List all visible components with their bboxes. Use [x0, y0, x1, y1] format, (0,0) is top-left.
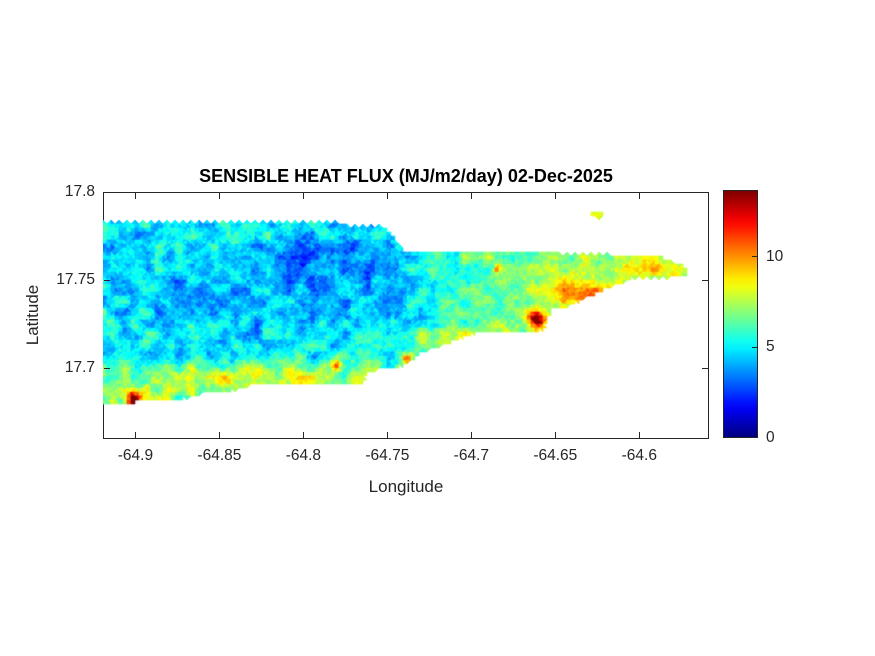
y-tick-label: 17.75	[56, 271, 95, 289]
x-tick-label: -64.7	[453, 447, 489, 464]
colorbar-tick-label: 10	[766, 247, 784, 265]
colorbar-tick	[752, 256, 757, 258]
y-tick-left	[104, 279, 110, 281]
x-tick-bottom	[302, 432, 304, 438]
x-tick-top	[218, 193, 220, 199]
x-tick-bottom	[638, 432, 640, 438]
x-tick-bottom	[134, 432, 136, 438]
x-tick-top	[638, 193, 640, 199]
y-tick-left	[104, 367, 110, 369]
colorbar	[723, 190, 758, 438]
y-tick-label: 17.8	[64, 183, 95, 200]
y-tick-label: 17.7	[64, 359, 95, 377]
x-tick-label: -64.65	[533, 447, 578, 464]
x-tick-bottom	[218, 432, 220, 438]
x-tick-label: -64.9	[117, 447, 154, 464]
x-tick-top	[302, 193, 304, 199]
x-tick-label: -64.6	[621, 447, 657, 464]
x-tick-top	[470, 193, 472, 199]
x-tick-label: -64.85	[197, 447, 242, 464]
heatmap-canvas	[103, 192, 709, 439]
y-axis-label: Latitude	[23, 284, 42, 346]
y-tick-right	[702, 279, 708, 281]
y-tick-left	[104, 191, 110, 193]
y-tick-right	[702, 367, 708, 369]
colorbar-tick-label: 0	[766, 429, 775, 446]
x-tick-top	[386, 193, 388, 199]
x-tick-bottom	[386, 432, 388, 438]
chart-title: SENSIBLE HEAT FLUX (MJ/m2/day) 02-Dec-20…	[199, 166, 613, 186]
x-tick-top	[554, 193, 556, 199]
y-tick-right	[702, 191, 708, 193]
colorbar-tick	[752, 346, 757, 348]
x-axis-label: Longitude	[368, 477, 444, 496]
colorbar-tick-label: 5	[766, 338, 775, 356]
x-tick-bottom	[554, 432, 556, 438]
x-tick-label: -64.8	[285, 447, 322, 464]
x-tick-bottom	[470, 432, 472, 438]
x-tick-top	[134, 193, 136, 199]
x-tick-label: -64.75	[365, 447, 410, 464]
